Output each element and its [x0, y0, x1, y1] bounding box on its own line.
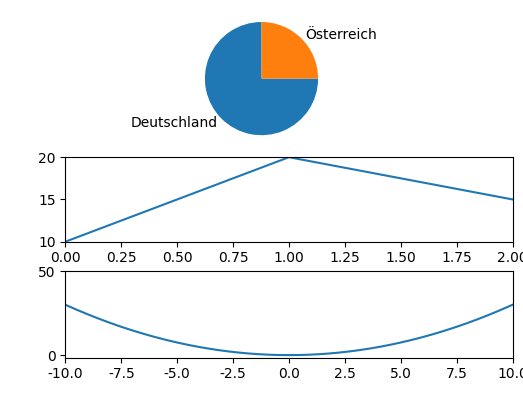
Text: Österreich: Österreich	[305, 28, 377, 42]
Text: Deutschland: Deutschland	[130, 116, 218, 130]
Wedge shape	[262, 22, 318, 79]
Wedge shape	[205, 22, 318, 135]
